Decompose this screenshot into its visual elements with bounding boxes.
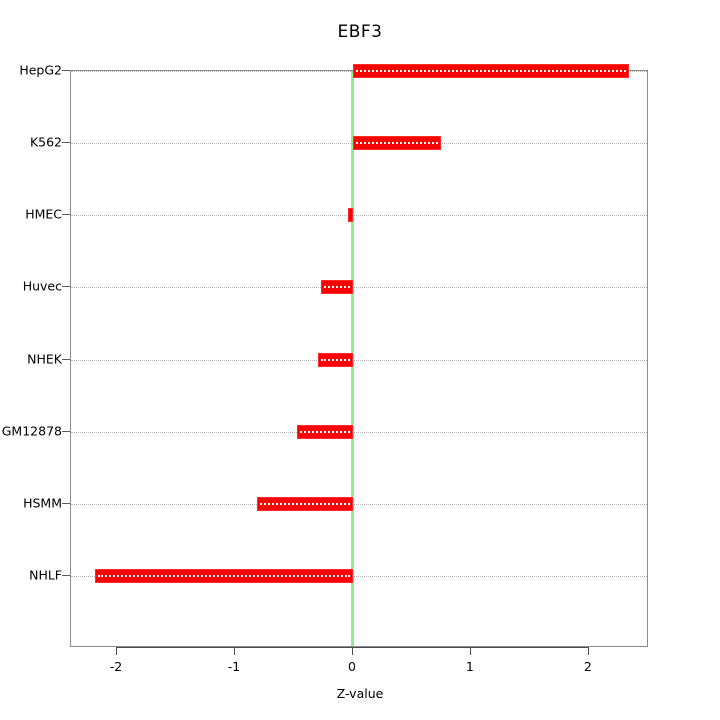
x-axis-tick-label: -1 xyxy=(227,659,241,674)
bar xyxy=(317,352,353,367)
gridline xyxy=(71,575,647,577)
gridline xyxy=(71,359,647,361)
y-axis-tick xyxy=(62,502,70,504)
bar xyxy=(352,64,629,78)
y-axis-tick-label: HSMM xyxy=(23,495,62,511)
bar xyxy=(321,280,353,295)
y-axis-tick-label: HMEC xyxy=(25,206,62,222)
chart-title: EBF3 xyxy=(337,22,383,42)
y-axis-tick xyxy=(62,574,70,576)
gridline xyxy=(71,215,647,217)
y-axis-tick xyxy=(62,358,70,360)
x-axis-tick xyxy=(351,647,353,655)
gridline xyxy=(71,287,647,289)
bar xyxy=(94,568,353,583)
x-axis-tick-label: 1 xyxy=(465,659,474,674)
y-axis-ticks xyxy=(0,70,70,647)
y-axis-tick-label: NHEK xyxy=(27,351,62,366)
bar xyxy=(297,424,353,439)
plot-area xyxy=(70,64,648,647)
x-axis-tick xyxy=(469,647,471,655)
x-axis-tick-label: 2 xyxy=(583,659,592,674)
y-axis-tick xyxy=(62,142,70,144)
x-axis: -2 -1 0 1 2 xyxy=(70,647,648,697)
gridline xyxy=(71,431,647,433)
y-axis-tick xyxy=(62,70,70,71)
plot-inner xyxy=(71,64,647,646)
y-axis-tick-label: Huvec xyxy=(22,278,62,294)
x-axis-tick xyxy=(116,647,117,655)
y-axis-tick xyxy=(62,214,70,216)
y-axis-tick-label: K562 xyxy=(29,134,62,150)
y-axis-tick-label: NHLF xyxy=(29,567,62,583)
x-axis-line xyxy=(116,647,588,648)
bar xyxy=(257,496,353,511)
x-axis-tick-label: 0 xyxy=(347,659,356,674)
x-axis-title: Z-value xyxy=(336,686,384,701)
y-axis-tick-label: HepG2 xyxy=(19,62,62,78)
bar xyxy=(352,136,442,151)
bar xyxy=(348,208,353,223)
gridline xyxy=(71,503,647,505)
zero-reference-line xyxy=(351,71,355,646)
x-axis-tick xyxy=(587,647,589,655)
y-axis-labels: HepG2 K562 HMEC Huvec NHEK GM12878 HSMM NHLF xyxy=(0,63,62,647)
y-axis-tick-label: GM12878 xyxy=(1,423,62,439)
y-axis-tick xyxy=(62,430,70,432)
y-axis-tick xyxy=(62,286,70,288)
x-axis-tick-label: -2 xyxy=(109,659,123,674)
x-axis-tick xyxy=(233,647,235,655)
